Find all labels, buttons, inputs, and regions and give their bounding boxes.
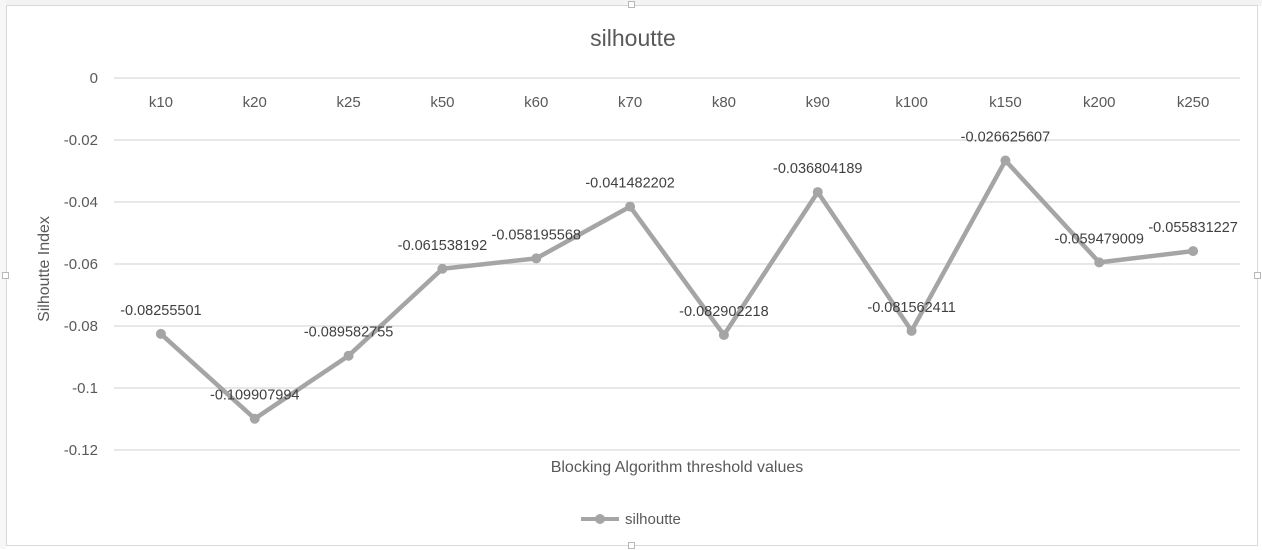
data-point[interactable] — [906, 325, 917, 336]
data-point[interactable] — [343, 350, 354, 361]
x-tick-label: k150 — [989, 94, 1022, 111]
series-line — [159, 158, 1194, 421]
x-tick-label: k60 — [524, 94, 548, 111]
resize-handle-right[interactable] — [1254, 272, 1261, 279]
legend-marker — [595, 514, 605, 524]
resize-handle-left[interactable] — [2, 272, 9, 279]
x-tick-label: k80 — [712, 94, 736, 111]
y-tick-label: -0.1 — [72, 380, 98, 397]
data-point[interactable] — [812, 187, 823, 198]
data-label: -0.061538192 — [398, 238, 488, 254]
series-silhoutte[interactable] — [155, 155, 1199, 424]
x-tick-label: k250 — [1177, 94, 1210, 111]
y-axis: 0 -0.02 -0.04 -0.06 -0.08 -0.1 -0.12 — [64, 70, 98, 459]
x-axis-categories: k10 k20 k25 k50 k60 k70 k80 k90 k100 k150 k200 k250 — [149, 94, 1210, 111]
y-tick-label: 0 — [90, 70, 98, 87]
x-tick-label: k70 — [618, 94, 642, 111]
data-point[interactable] — [1188, 246, 1199, 257]
y-tick-label: -0.04 — [64, 194, 98, 211]
line-chart: silhoutte 0 -0.02 -0.04 -0.06 -0.08 -0.1 -0.12… — [36, 25, 1240, 528]
data-point[interactable] — [437, 263, 448, 274]
data-label: -0.026625607 — [961, 130, 1051, 146]
data-label: -0.055831227 — [1148, 220, 1238, 236]
data-point[interactable] — [249, 413, 260, 424]
data-point[interactable] — [1000, 155, 1011, 166]
data-label: -0.036804189 — [773, 161, 863, 177]
y-tick-label: -0.08 — [64, 318, 98, 335]
x-tick-label: k200 — [1083, 94, 1116, 111]
data-label: -0.08255501 — [120, 303, 201, 319]
x-axis-title: Blocking Algorithm threshold values — [551, 459, 804, 476]
x-tick-label: k100 — [895, 94, 928, 111]
chart-area[interactable]: silhoutte 0 -0.02 -0.04 -0.06 -0.08 -0.1 -0.12… — [6, 5, 1258, 546]
data-label: -0.081562411 — [867, 300, 955, 316]
data-point[interactable] — [718, 329, 729, 340]
x-tick-label: k10 — [149, 94, 173, 111]
data-point[interactable] — [625, 201, 636, 212]
data-point[interactable] — [531, 253, 542, 264]
y-tick-label: -0.06 — [64, 256, 98, 273]
gridlines — [114, 77, 1240, 451]
data-point[interactable] — [1094, 257, 1105, 268]
resize-handle-bottom[interactable] — [628, 542, 635, 549]
data-label: -0.082902218 — [679, 304, 769, 320]
y-tick-label: -0.02 — [64, 132, 98, 149]
data-label: -0.109907994 — [210, 388, 300, 404]
x-tick-label: k90 — [806, 94, 830, 111]
legend[interactable]: silhoutte — [581, 511, 681, 528]
legend-label: silhoutte — [625, 511, 681, 528]
data-labels: -0.08255501 -0.109907994 -0.089582755 -0.06… — [120, 130, 1238, 404]
y-axis-title: Silhoutte Index — [36, 216, 53, 322]
data-label: -0.059479009 — [1055, 231, 1145, 247]
data-label: -0.041482202 — [585, 176, 675, 192]
x-tick-label: k50 — [430, 94, 454, 111]
data-point[interactable] — [155, 328, 166, 339]
data-label: -0.089582755 — [304, 325, 394, 341]
data-label: -0.058195568 — [492, 227, 582, 243]
resize-handle-top[interactable] — [628, 1, 635, 8]
y-tick-label: -0.12 — [64, 442, 98, 459]
x-tick-label: k20 — [243, 94, 267, 111]
chart-title: silhoutte — [590, 25, 676, 51]
x-tick-label: k25 — [336, 94, 360, 111]
